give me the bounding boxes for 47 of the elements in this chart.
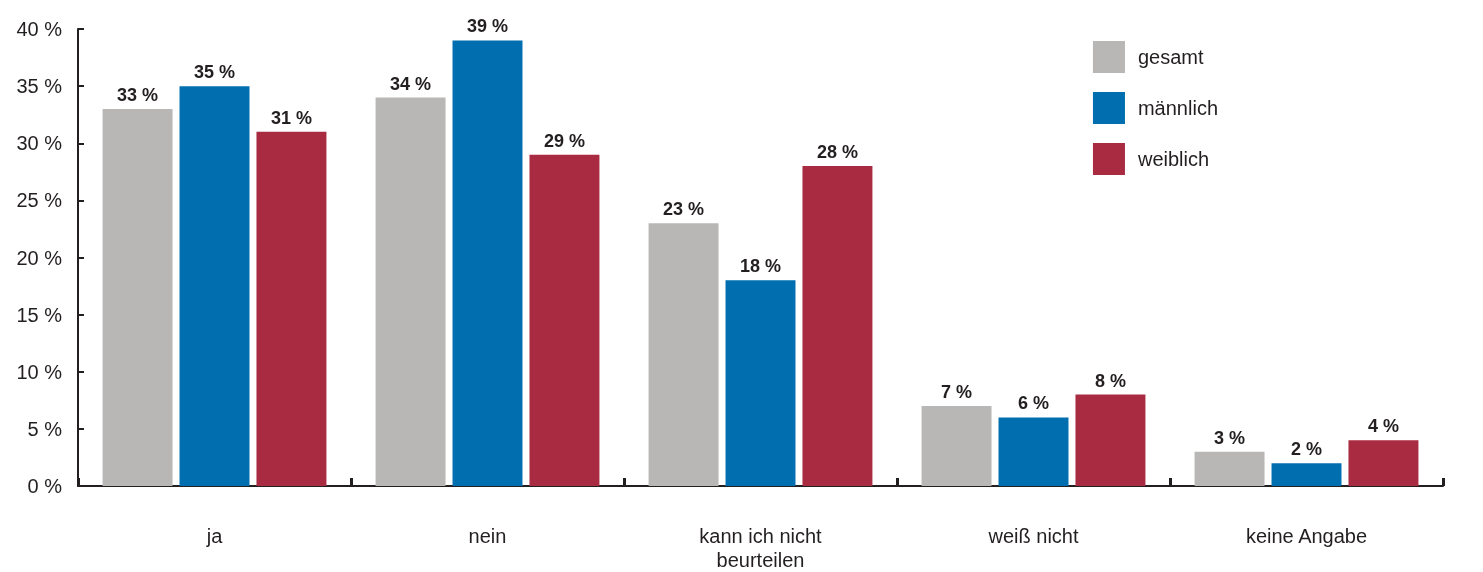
data-label: 28 % — [816, 142, 858, 163]
x-tick-label: weiß nicht — [987, 525, 1079, 547]
y-tick-label: 5 % — [27, 417, 63, 440]
legend-label: weiblich — [1136, 148, 1210, 170]
x-tick-label: kann ich nicht beurteilen — [699, 525, 823, 571]
data-label: 33 % — [117, 84, 159, 105]
y-tick-label: 20 % — [16, 246, 63, 269]
bar — [375, 97, 446, 486]
data-label: 4 % — [1367, 416, 1399, 437]
data-label: 7 % — [941, 382, 973, 403]
y-tick-label: 15 % — [16, 303, 63, 326]
data-label: 35 % — [193, 62, 236, 83]
bar — [921, 406, 992, 486]
y-tick-label: 0 % — [27, 475, 63, 497]
data-label: 34 % — [390, 73, 432, 94]
data-label: 23 % — [663, 199, 705, 220]
x-tick-label: nein — [468, 525, 507, 547]
legend-label: gesamt — [1137, 46, 1204, 68]
y-tick-label: 35 % — [16, 75, 63, 98]
bar — [256, 131, 327, 486]
bar — [1348, 440, 1419, 486]
bar — [179, 86, 250, 486]
data-label: 8 % — [1094, 370, 1126, 391]
bar — [452, 40, 523, 486]
data-label: 18 % — [739, 256, 782, 277]
data-label: 39 % — [466, 16, 509, 37]
y-tick-label: 30 % — [16, 132, 63, 155]
bar — [802, 166, 873, 486]
data-label: 2 % — [1290, 439, 1323, 460]
bar — [1075, 394, 1146, 486]
x-tick-label: ja — [205, 525, 224, 547]
y-tick-label: 25 % — [16, 189, 63, 212]
x-tick-label: keine Angabe — [1245, 525, 1368, 547]
bar — [529, 154, 600, 486]
bar — [725, 280, 796, 486]
y-tick-label: 40 % — [16, 18, 63, 40]
data-label: 3 % — [1214, 427, 1246, 448]
bar — [998, 417, 1069, 486]
legend-label: männlich — [1137, 97, 1219, 119]
data-label: 31 % — [270, 107, 312, 128]
bar — [102, 108, 173, 486]
bar — [1271, 463, 1342, 486]
data-label: 29 % — [543, 130, 585, 151]
data-label: 6 % — [1017, 393, 1050, 414]
y-tick-label: 10 % — [16, 360, 63, 383]
bar — [648, 223, 719, 486]
bar — [1194, 451, 1265, 486]
